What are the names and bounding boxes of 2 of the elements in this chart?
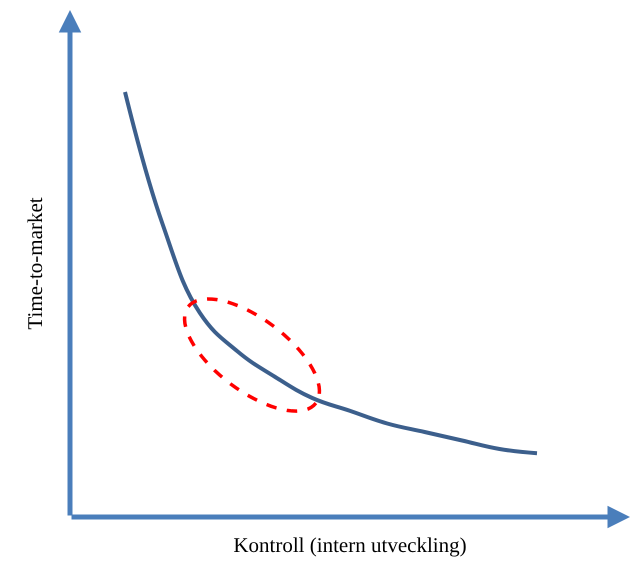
x-axis-title: Kontroll (intern utveckling) [233, 533, 467, 558]
y-axis-title: Time-to-market [23, 197, 48, 330]
